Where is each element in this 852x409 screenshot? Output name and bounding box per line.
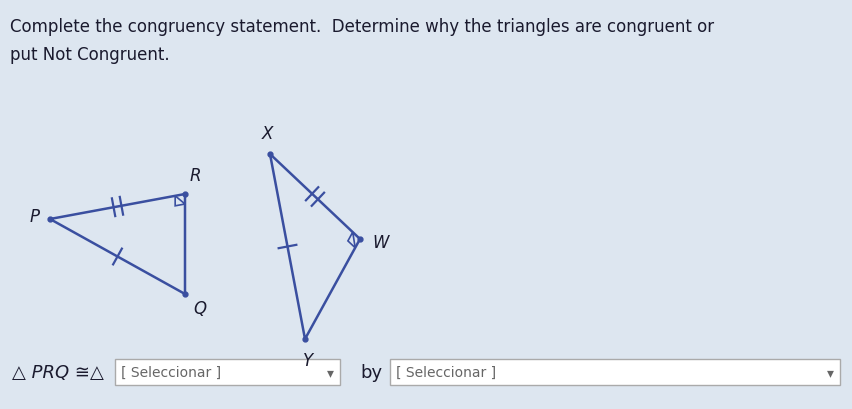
Text: Q: Q (193, 299, 206, 317)
Text: ▾: ▾ (826, 365, 832, 379)
Bar (389, 359, 839, 385)
Text: put Not Congruent.: put Not Congruent. (10, 46, 170, 64)
Text: ▾: ▾ (326, 365, 333, 379)
Text: X: X (261, 125, 273, 143)
Text: [ Seleccionar ]: [ Seleccionar ] (121, 365, 221, 379)
Text: Y: Y (302, 351, 313, 369)
Bar (115, 359, 340, 385)
Text: by: by (360, 363, 382, 381)
Text: △ PRQ ≅△: △ PRQ ≅△ (12, 363, 104, 381)
Text: R: R (190, 166, 201, 184)
Text: Complete the congruency statement.  Determine why the triangles are congruent or: Complete the congruency statement. Deter… (10, 18, 713, 36)
Text: [ Seleccionar ]: [ Seleccionar ] (395, 365, 496, 379)
Text: P: P (30, 207, 40, 225)
Text: W: W (371, 234, 388, 252)
